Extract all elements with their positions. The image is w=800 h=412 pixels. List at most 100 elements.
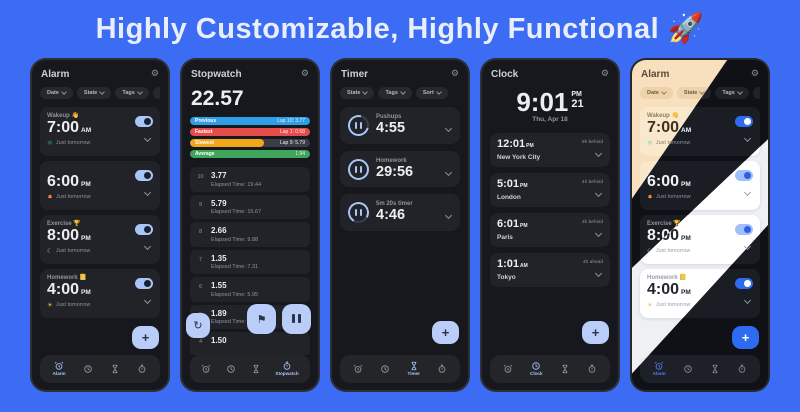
- time-ampm: AM: [520, 263, 528, 269]
- pause-button[interactable]: [282, 304, 311, 334]
- stat-label: Previous: [195, 118, 217, 125]
- reset-button[interactable]: ↻: [186, 313, 210, 338]
- nav-timer[interactable]: Timer: [407, 361, 420, 377]
- timer-progress-ring[interactable]: [344, 110, 373, 140]
- add-alarm-button[interactable]: +: [132, 326, 159, 349]
- alarm-toggle[interactable]: [735, 170, 753, 181]
- current-date: Thu, Apr 18: [532, 116, 568, 123]
- nav-stopwatch[interactable]: [437, 364, 447, 374]
- lap-number: 8: [198, 229, 203, 235]
- nav-timer[interactable]: [560, 364, 570, 374]
- timer-progress-ring[interactable]: [345, 199, 372, 226]
- timer-card-5m20s[interactable]: 5m 20s timer 4:46: [340, 194, 460, 232]
- time-ampm: PM: [526, 143, 534, 149]
- alarm-toggle[interactable]: [135, 170, 153, 181]
- stat-bar-previous: Previous Lap 10: 3.77: [190, 117, 310, 125]
- nav-stopwatch[interactable]: [587, 364, 597, 374]
- nav-clock[interactable]: [83, 364, 93, 374]
- gear-icon[interactable]: ⚙: [150, 69, 159, 79]
- chip-date[interactable]: Date: [640, 87, 673, 99]
- stat-bar-average: Average 1.94: [190, 150, 310, 158]
- nav-clock[interactable]: [683, 364, 693, 374]
- alarm-repeat-row: Just tomorrow: [47, 194, 153, 200]
- lap-elapsed: Elapsed Time: 7.31: [211, 264, 259, 270]
- timer-card-pushups[interactable]: Pushups 4:55: [340, 107, 460, 144]
- timer-time: 29:56: [376, 163, 414, 180]
- nav-alarm[interactable]: Alarm: [653, 361, 666, 377]
- nav-label: Alarm: [652, 371, 666, 377]
- worldclock-london[interactable]: 5:01PM London 4h behind: [490, 173, 610, 207]
- alarm-toggle[interactable]: [135, 116, 153, 127]
- chip-label: Tags: [385, 90, 398, 96]
- lap-number: 10: [197, 174, 204, 180]
- lap-elapsed: Elapsed Time: 9.88: [211, 236, 259, 243]
- nav-stopwatch[interactable]: Stopwatch: [275, 361, 299, 377]
- bottom-nav: Timer: [340, 355, 460, 383]
- city-name: New York City: [497, 154, 541, 161]
- nav-timer[interactable]: [251, 364, 261, 374]
- nav-stopwatch[interactable]: [137, 364, 147, 374]
- chip-tags[interactable]: Tags: [378, 87, 412, 99]
- chip-tags[interactable]: Tags: [115, 87, 149, 99]
- repeat-label: Just tomorrow: [55, 247, 91, 254]
- gear-icon[interactable]: ⚙: [300, 69, 309, 79]
- chip-date[interactable]: Date: [40, 87, 73, 99]
- time-value: 12:01: [497, 138, 526, 150]
- chevron-down-icon[interactable]: [444, 124, 453, 133]
- time-ampm: PM: [81, 289, 91, 296]
- alarm-toggle[interactable]: [735, 116, 753, 127]
- timer-card-homework[interactable]: Homework 29:56: [340, 150, 460, 188]
- chip-tags[interactable]: Tags: [715, 87, 749, 99]
- nav-alarm[interactable]: [201, 364, 211, 374]
- current-time: 9:01 PM 21: [490, 89, 610, 115]
- add-city-button[interactable]: +: [582, 321, 609, 344]
- nav-timer[interactable]: [110, 364, 120, 374]
- alarm-toggle[interactable]: [135, 224, 153, 235]
- nav-stopwatch[interactable]: [737, 364, 747, 374]
- pause-icon: [348, 115, 369, 136]
- nav-clock[interactable]: [226, 364, 236, 374]
- sunrise-icon: ☼: [647, 138, 653, 147]
- chip-state[interactable]: State: [340, 87, 375, 99]
- worldclock-newyork[interactable]: 12:01PM New York City 9h behind: [490, 133, 610, 167]
- city-name: London: [497, 194, 521, 201]
- worldclock-paris[interactable]: 6:01PM Paris 3h behind: [490, 213, 610, 247]
- nav-alarm[interactable]: [353, 364, 363, 374]
- add-alarm-button[interactable]: +: [732, 326, 759, 349]
- add-timer-button[interactable]: +: [432, 321, 459, 344]
- nav-timer[interactable]: [710, 364, 720, 374]
- nav-clock[interactable]: [380, 364, 390, 374]
- nav-alarm[interactable]: Alarm: [53, 361, 66, 377]
- lap-row: 7 1.35 Elapsed Time: 7.31: [190, 249, 310, 274]
- alarm-toggle[interactable]: [735, 278, 753, 289]
- nav-label: Clock: [530, 371, 543, 377]
- screen-title: Timer: [341, 69, 369, 80]
- lap-flag-button[interactable]: ⚑: [247, 304, 276, 334]
- chip-state[interactable]: State: [76, 87, 112, 99]
- lap-value: 2.66: [211, 226, 227, 235]
- gear-icon[interactable]: ⚙: [600, 69, 609, 79]
- chip-label: Date: [47, 90, 59, 96]
- nav-clock[interactable]: Clock: [530, 361, 543, 377]
- lap-list[interactable]: 10 3.77 Elapsed Time: 19.44 9 5.79 Elapsed T…: [190, 167, 310, 355]
- gear-icon[interactable]: ⚙: [450, 69, 459, 79]
- timer-progress-ring[interactable]: [348, 158, 369, 180]
- chip-sort[interactable]: Sort: [752, 87, 760, 99]
- stat-bar-slowest: Slowest Lap 9: 5.79: [190, 139, 310, 147]
- alarm-toggle[interactable]: [135, 278, 153, 289]
- chevron-down-icon[interactable]: [444, 168, 453, 176]
- chip-sort[interactable]: Sort: [152, 87, 160, 99]
- worldclock-tokyo[interactable]: 1:01AM Tokyo 4h ahead: [490, 253, 610, 287]
- chip-sort[interactable]: Sort: [415, 87, 448, 99]
- alarm-toggle[interactable]: [735, 224, 753, 235]
- gear-icon[interactable]: ⚙: [750, 69, 759, 79]
- chevron-down-icon[interactable]: [444, 212, 453, 220]
- lap-value: 1.50: [211, 336, 227, 345]
- nav-alarm[interactable]: [503, 364, 513, 374]
- alarm-label: Homework 📒: [47, 275, 87, 281]
